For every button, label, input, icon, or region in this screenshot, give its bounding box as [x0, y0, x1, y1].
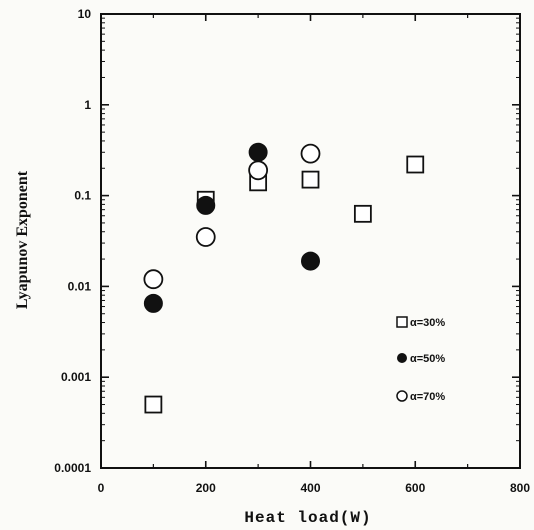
y-tick-label: 0.0001: [54, 461, 91, 475]
x-tick-label: 400: [300, 481, 320, 495]
y-tick-label: 1: [84, 98, 91, 112]
ticks-layer: 0 200 400 600 800 0.0001 0.001 0.01 0.1 1 10: [54, 7, 530, 495]
series-3-point: [300, 143, 321, 164]
legend-label-3: α=70%: [410, 391, 445, 403]
legend-marker-2: [397, 353, 407, 363]
legend-label-2: α=50%: [410, 353, 445, 365]
y-tick-label: 10: [78, 7, 92, 21]
series-1-point: [406, 155, 425, 174]
series-3-point: [195, 227, 216, 247]
series-2-point: [248, 142, 268, 162]
x-tick-label: 200: [196, 481, 216, 495]
y-tick-label: 0.01: [68, 279, 92, 293]
points-layer: [143, 142, 425, 414]
series-1-point: [301, 170, 320, 189]
series-3-point: [248, 160, 269, 181]
series-1-point: [144, 395, 163, 414]
legend: α=30% α=50% α=70%: [396, 316, 445, 403]
series-2-point: [301, 251, 320, 271]
series-2-point: [143, 293, 163, 313]
legend-marker-1: [396, 316, 408, 328]
x-tick-label: 0: [98, 481, 105, 495]
y-tick-label: 0.1: [74, 189, 91, 203]
x-tick-label: 800: [510, 481, 530, 495]
plot-frame: [100, 13, 521, 469]
series-1-point: [353, 204, 372, 223]
legend-label-1: α=30%: [410, 317, 445, 329]
series-3-point: [143, 269, 164, 290]
legend-marker-3: [396, 390, 408, 402]
x-tick-label: 600: [405, 481, 425, 495]
y-axis-label: Lyapunov Exponent: [14, 170, 31, 309]
axes-layer: [100, 13, 521, 469]
x-axis-label: Heat load(W): [244, 509, 371, 527]
series-2-point: [196, 195, 216, 215]
y-tick-label: 0.001: [61, 370, 91, 384]
